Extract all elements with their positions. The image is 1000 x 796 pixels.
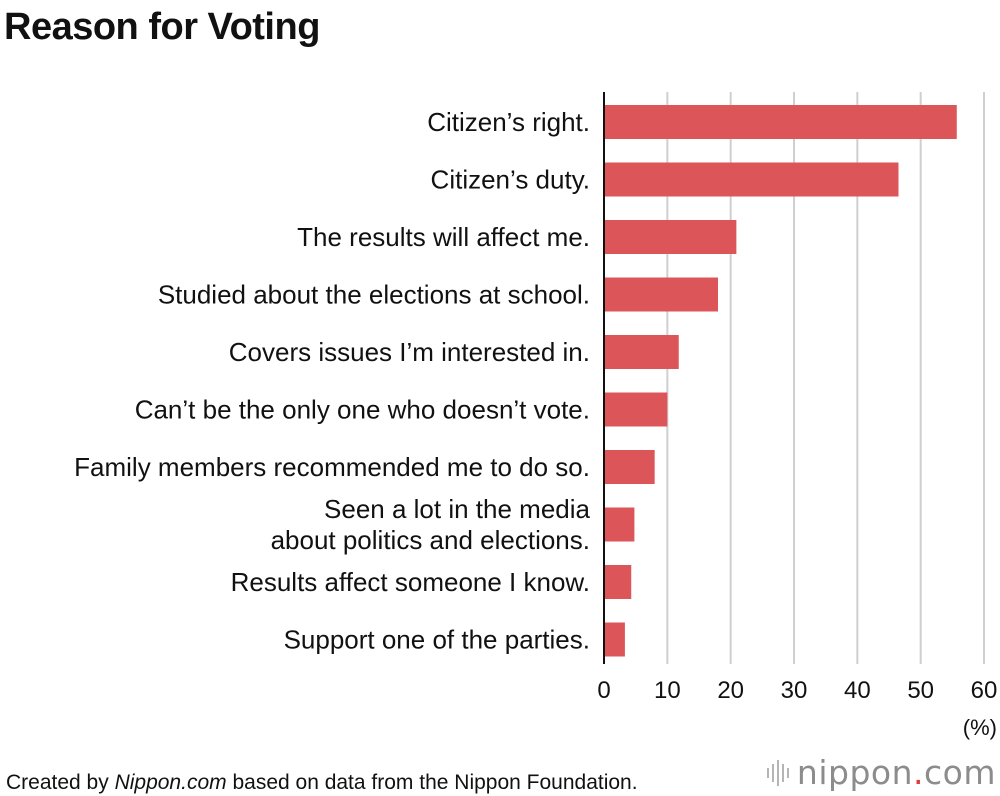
logo-wordmark: nippon.com [797, 753, 996, 792]
category-label-1: Citizen’s duty. [431, 165, 590, 195]
bar-4 [604, 335, 679, 369]
bar-8 [604, 565, 632, 599]
x-tick-label-20: 20 [717, 677, 744, 704]
bar-2 [604, 220, 737, 254]
source-credit: Created by Nippon.com based on data from… [6, 771, 638, 795]
category-label-9: Support one of the parties. [284, 625, 590, 655]
bar-9 [604, 622, 625, 657]
category-label-8: Results affect someone I know. [231, 567, 590, 597]
bar-1 [604, 162, 899, 197]
chart-title: Reason for Voting [4, 6, 320, 48]
category-label-0: Citizen’s right. [427, 107, 590, 137]
category-label-6: Family members recommended me to do so. [74, 452, 590, 482]
logo-dot: . [913, 753, 925, 792]
x-tick-label-60: 60 [971, 677, 998, 704]
category-label-2: The results will affect me. [297, 222, 590, 252]
bar-6 [604, 450, 655, 484]
credit-suffix: based on data from the Nippon Foundation… [226, 771, 638, 794]
x-axis-unit-label: (%) [963, 715, 997, 740]
bar-7 [604, 507, 635, 542]
x-tick-label-30: 30 [781, 677, 808, 704]
logo-tld: com [924, 753, 996, 792]
category-label-7-line-1: about politics and elections. [271, 525, 590, 555]
category-label-7-line-0: Seen a lot in the media [324, 494, 590, 524]
logo-bars-icon [766, 759, 789, 786]
bar-5 [604, 392, 668, 427]
nippon-logo: nippon.com [766, 753, 996, 792]
category-label-4: Covers issues I’m interested in. [229, 337, 590, 367]
category-label-5: Can’t be the only one who doesn’t vote. [135, 395, 590, 425]
category-label-3: Studied about the elections at school. [158, 280, 590, 310]
x-tick-label-10: 10 [654, 677, 681, 704]
credit-prefix: Created by [6, 771, 115, 794]
x-tick-label-0: 0 [597, 677, 610, 704]
bar-0 [604, 105, 957, 139]
bar-3 [604, 277, 718, 312]
x-tick-label-40: 40 [844, 677, 871, 704]
credit-brand: Nippon.com [114, 771, 227, 794]
logo-name: nippon [796, 753, 914, 792]
bar-chart: Citizen’s right. Citizen’s duty. The resul… [74, 92, 998, 740]
x-tick-label-50: 50 [907, 677, 934, 704]
